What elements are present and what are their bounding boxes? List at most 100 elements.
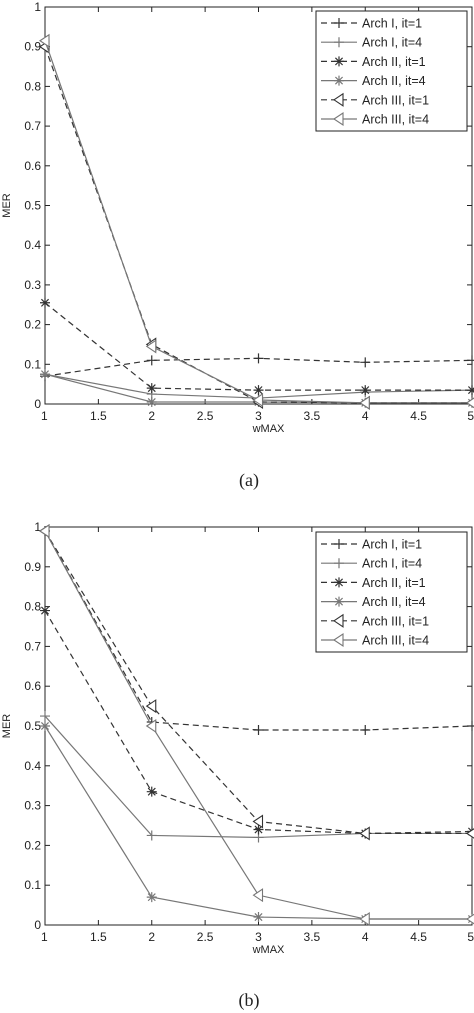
legend-label: Arch I, it=4 [362, 557, 422, 571]
x-tick-label: 5 [467, 930, 474, 944]
data-point [146, 397, 157, 408]
legend-entry: Arch II, it=1 [321, 576, 426, 590]
data-point [253, 724, 264, 735]
legend-marker [334, 56, 344, 67]
y-tick-label: 1 [34, 0, 41, 14]
series-line [44, 302, 472, 391]
x-tick-label: 2.5 [197, 930, 214, 944]
y-tick-label: 0.4 [24, 759, 41, 773]
legend-marker [334, 558, 344, 569]
x-tick-label: 3.5 [304, 409, 321, 423]
x-axis-label: wMAX [252, 423, 285, 435]
data-point [253, 912, 264, 923]
series-arch-iii-it-4 [39, 523, 474, 927]
legend-label: Arch II, it=4 [362, 74, 426, 88]
legend-marker [334, 37, 344, 48]
y-tick-label: 1 [34, 520, 41, 534]
x-tick-label: 3.5 [304, 930, 321, 944]
legend: Arch I, it=1 Arch I, it=4 Arch II, it=1 Arc… [315, 531, 468, 653]
series-arch-iii-it-4 [39, 33, 474, 410]
legend-label: Arch I, it=4 [362, 36, 422, 50]
legend-entry: Arch III, it=1 [321, 613, 429, 628]
data-point [145, 699, 157, 714]
data-point [466, 913, 474, 925]
data-point [359, 912, 370, 927]
data-point [253, 353, 264, 364]
data-point [253, 385, 264, 396]
legend-marker [333, 613, 344, 628]
legend-entry: Arch III, it=4 [321, 111, 429, 127]
x-tick-label: 2 [148, 409, 155, 423]
data-point [146, 830, 157, 841]
data-point [145, 718, 157, 734]
legend-entry: Arch II, it=1 [321, 55, 426, 69]
legend-label: Arch I, it=1 [362, 17, 422, 31]
y-tick-label: 0.3 [24, 799, 41, 813]
data-point [467, 385, 474, 396]
x-tick-label: 1.5 [90, 930, 107, 944]
legend-box [315, 531, 468, 653]
legend-entry: Arch III, it=1 [321, 92, 429, 107]
legend-label: Arch II, it=4 [362, 595, 426, 609]
data-point [40, 605, 50, 616]
data-point [146, 383, 157, 394]
legend-entry: Arch III, it=4 [321, 632, 429, 648]
x-axis-label: wMAX [252, 944, 285, 956]
legend-marker [334, 75, 344, 86]
data-point [359, 826, 370, 841]
legend: Arch I, it=1 Arch I, it=4 Arch II, it=1 Arc… [315, 10, 468, 132]
legend-label: Arch III, it=1 [362, 614, 429, 628]
data-point [360, 357, 371, 368]
data-point [146, 892, 157, 903]
data-point [360, 724, 371, 735]
series-arch-i-it-1 [40, 353, 474, 382]
chart-a: 1 1.5 2 2.5 3 3.5 4 4.5 5 0 0.1 0.2 0.3 0.4 0.5 0.6 0.7 0… [1, 0, 474, 491]
legend-marker [334, 596, 344, 607]
x-tick-label: 1.5 [90, 409, 107, 423]
x-tick-label: 1 [41, 409, 48, 423]
data-point [252, 888, 264, 903]
legend-entry: Arch II, it=4 [321, 595, 426, 609]
data-point [40, 369, 50, 380]
legend-entry: Arch I, it=1 [321, 538, 422, 552]
data-point [360, 385, 371, 396]
data-point [39, 33, 50, 48]
x-tick-label: 3 [255, 930, 262, 944]
data-point [39, 523, 50, 539]
y-tick-label: 0.7 [24, 639, 41, 653]
y-tick-label: 0 [34, 918, 41, 932]
data-point [145, 339, 157, 354]
figure-caption: (b) [239, 990, 260, 1011]
x-tick-label: 4.5 [410, 409, 427, 423]
x-tick-label: 2.5 [197, 409, 214, 423]
y-tick-label: 0.2 [24, 318, 41, 332]
data-point [40, 721, 50, 731]
x-tick-label: 4 [362, 930, 369, 944]
legend-label: Arch III, it=1 [362, 93, 429, 107]
legend-marker [334, 539, 344, 549]
legend-label: Arch II, it=1 [362, 576, 426, 590]
legend-entry: Arch I, it=4 [321, 557, 422, 571]
data-point [40, 297, 50, 308]
legend-box [315, 10, 468, 132]
legend-marker [333, 632, 344, 648]
data-point [466, 828, 474, 839]
data-point [467, 721, 474, 731]
legend-label: Arch III, it=4 [362, 634, 429, 648]
legend-marker [334, 18, 344, 28]
legend-entry: Arch II, it=4 [321, 74, 426, 88]
y-tick-label: 0.1 [24, 357, 41, 371]
data-point [253, 824, 264, 835]
data-point [252, 393, 264, 408]
legend-marker [333, 92, 344, 107]
y-tick-label: 0.8 [24, 600, 41, 614]
x-tick-label: 4 [362, 409, 369, 423]
legend-marker [333, 111, 344, 127]
x-tick-label: 3 [255, 409, 262, 423]
data-point [146, 355, 157, 366]
figure-caption: (a) [239, 470, 259, 491]
y-axis-label: MER [1, 714, 13, 739]
data-point [40, 711, 50, 722]
data-point [467, 355, 474, 366]
x-tick-label: 4.5 [410, 930, 427, 944]
